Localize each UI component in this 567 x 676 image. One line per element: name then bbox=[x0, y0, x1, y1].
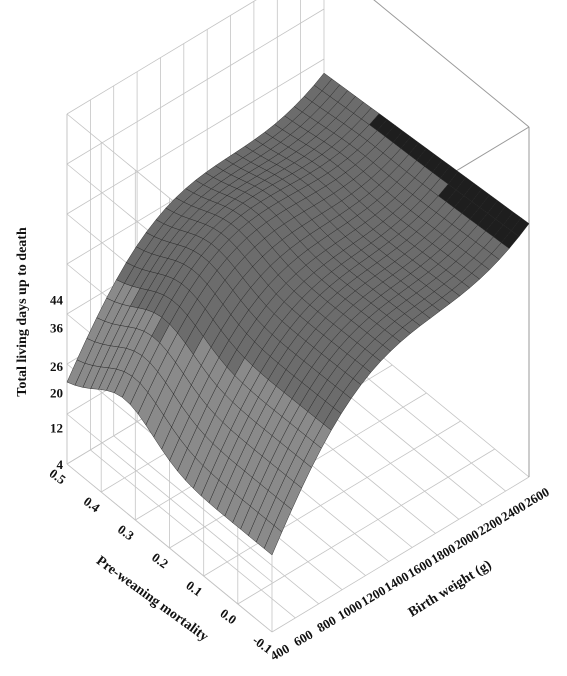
y-tick-label: 0.1 bbox=[183, 578, 205, 600]
z-tick-label: 26 bbox=[50, 359, 64, 374]
x-tick-label: 600 bbox=[291, 627, 315, 650]
surface-layer bbox=[66, 72, 530, 556]
x-tick-label: 2600 bbox=[522, 484, 552, 510]
surface-cell bbox=[66, 359, 86, 386]
y-tick-label: 0.4 bbox=[81, 494, 103, 516]
tick-layer: 4006008001000120014001600180020002200240… bbox=[47, 293, 552, 664]
wall-grid-line bbox=[66, 58, 325, 215]
z-tick-label: 4 bbox=[57, 457, 64, 472]
wall-grid-line bbox=[66, 463, 273, 633]
wall-grid-line bbox=[66, 0, 257, 115]
x-tick-label: 800 bbox=[314, 613, 338, 636]
wall-grid-line bbox=[66, 413, 273, 583]
floor-grid-line bbox=[203, 420, 461, 577]
y-tick-label: 0.0 bbox=[217, 606, 239, 628]
z-tick-label: 36 bbox=[50, 321, 64, 336]
y-tick-label: 0.3 bbox=[115, 522, 137, 544]
frame-edge bbox=[373, 0, 530, 128]
wall-grid-line bbox=[66, 8, 325, 165]
z-tick-label: 12 bbox=[50, 420, 63, 435]
floor-grid-line bbox=[271, 476, 530, 633]
z-tick-label: 20 bbox=[50, 385, 63, 400]
floor-grid-line bbox=[237, 448, 496, 605]
z-axis-label: Total living days up to death bbox=[15, 227, 30, 397]
z-tick-label: 44 bbox=[50, 293, 64, 308]
y-tick-label: 0.2 bbox=[149, 550, 171, 572]
